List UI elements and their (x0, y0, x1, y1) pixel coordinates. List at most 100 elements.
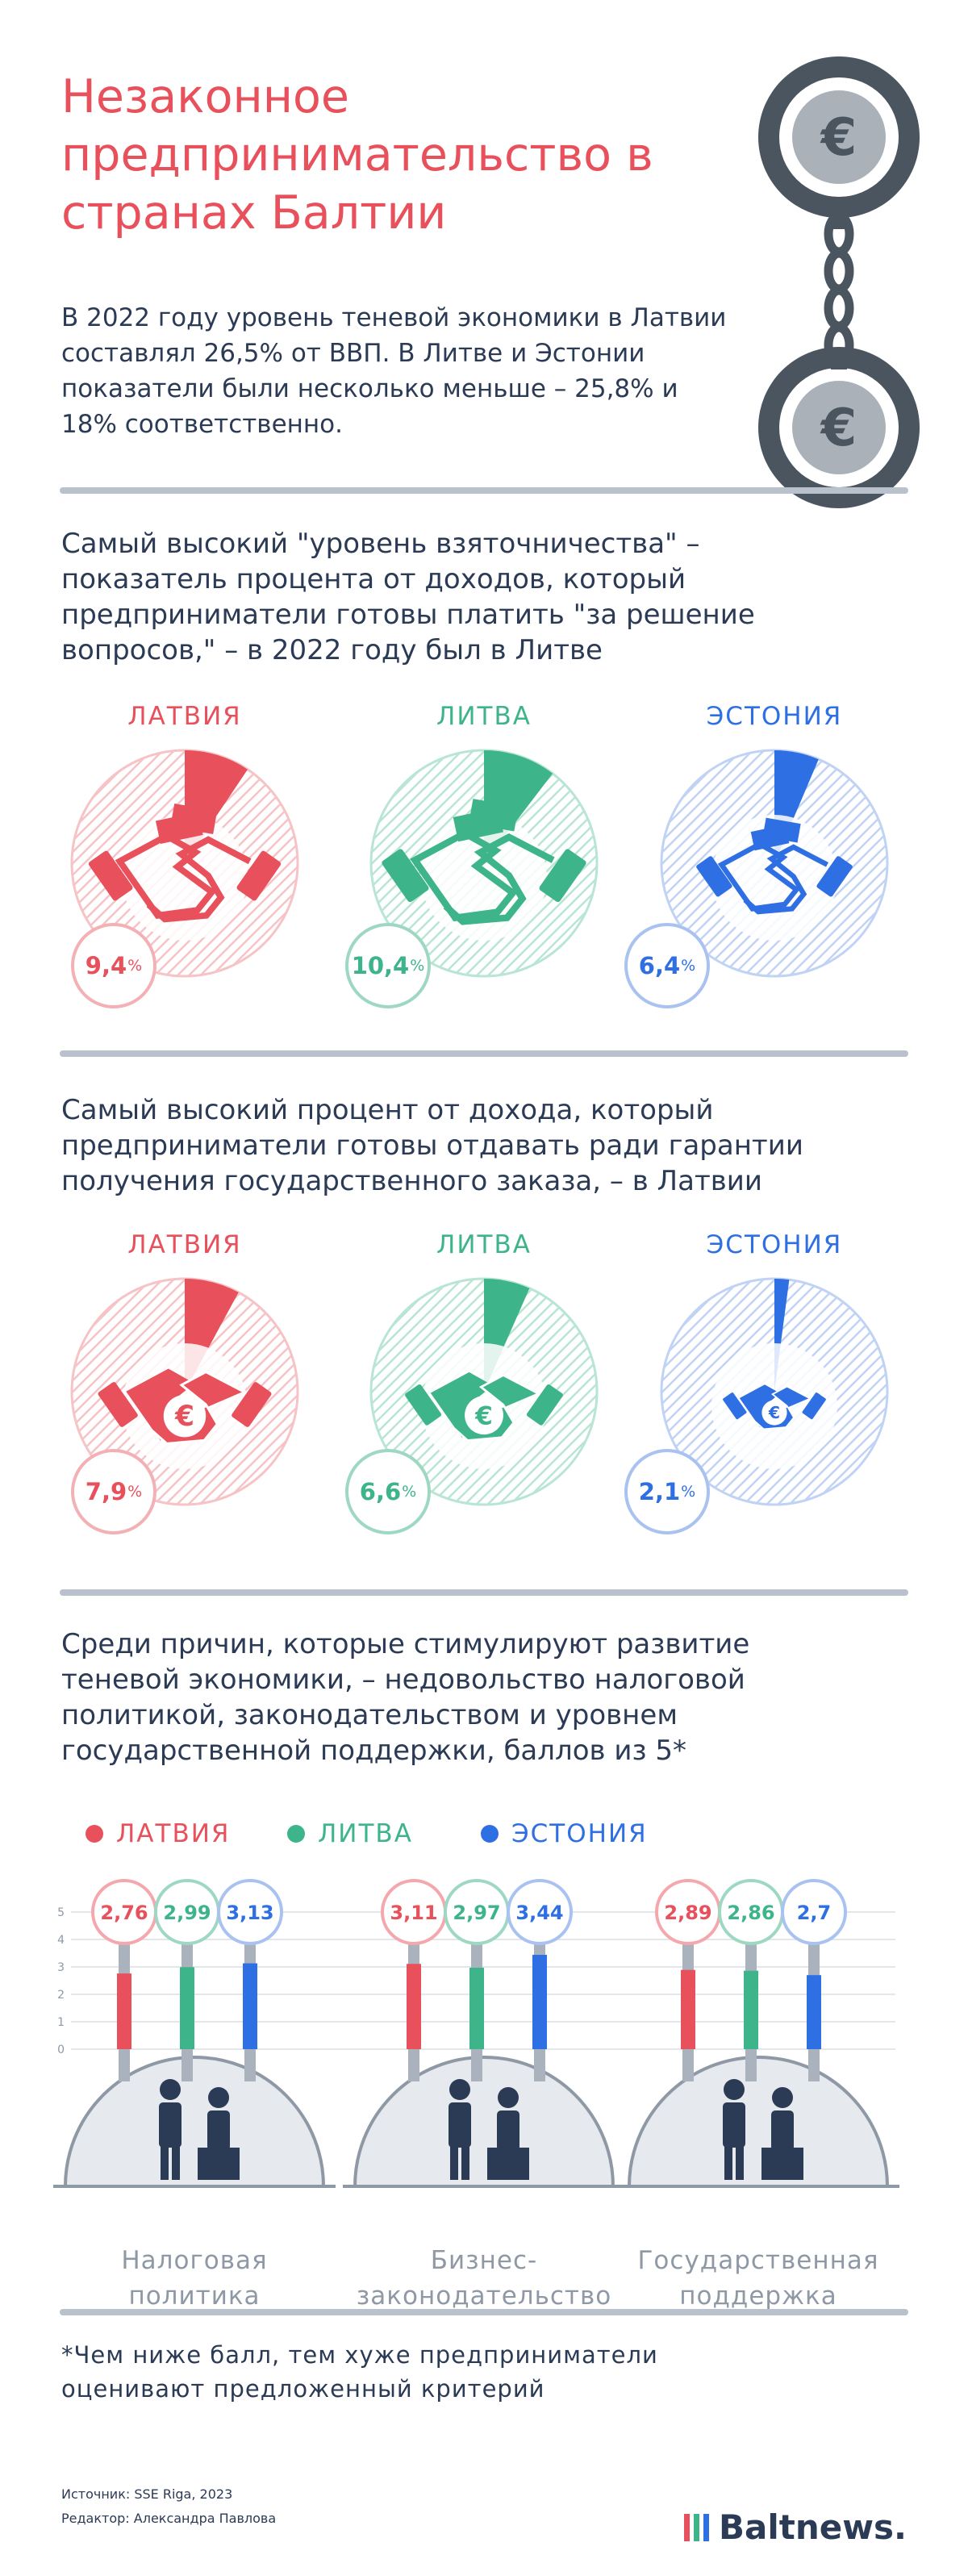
value-badge-lithuania: 6,6% (345, 1449, 431, 1534)
divider (60, 1589, 908, 1596)
handshake-money-icon (382, 799, 586, 925)
pie-estonia-contract: € (660, 1277, 889, 1506)
page-title: Незаконное предпринимательство в странах… (61, 70, 653, 240)
percent-unit: % (681, 957, 696, 975)
category-dome (627, 2056, 890, 2188)
value-lithuania: 10,4 (351, 952, 410, 979)
bar-value-label: 3,13 (226, 1902, 273, 1924)
helping-hand-icon (723, 2079, 803, 2180)
y-tick-label: 4 (57, 1934, 65, 1947)
category-label-line: политика (128, 2282, 261, 2311)
category-dome (63, 2056, 326, 2188)
legend-dot (481, 1825, 499, 1843)
value-latvia: 9,4 (85, 952, 127, 979)
brand-name: Baltnews. (719, 2507, 907, 2547)
pie-latvia-contract: € (70, 1277, 299, 1506)
bar (407, 1964, 421, 2049)
value-badge-latvia: 9,4% (71, 923, 156, 1008)
y-tick-label: 0 (57, 2044, 65, 2056)
intro-text: В 2022 году уровень теневой экономики в … (61, 303, 727, 439)
value-estonia: 2,1 (638, 1478, 681, 1505)
brand-logo: Baltnews. (684, 2507, 907, 2547)
legend-label: ЛИТВА (318, 1819, 413, 1848)
editor-text: Редактор: Александра Павлова (61, 2511, 277, 2526)
bar (807, 1975, 821, 2049)
legend-dot (287, 1825, 305, 1843)
grouped-bar-chart: 0 1 2 3 4 5 2,76 2,99 3,13 3,11 2,97 3,44 2,89 2,86 2,… (53, 1879, 899, 2188)
category-label-line: поддержка (679, 2282, 837, 2311)
category-label-support: Государственная поддержка (613, 2243, 903, 2314)
country-label-latvia: ЛАТВИЯ (127, 702, 242, 731)
percent-unit: % (127, 1483, 143, 1501)
category-label-line: Налоговая (121, 2246, 268, 2275)
bar (180, 1967, 194, 2049)
value-estonia: 6,4 (638, 952, 681, 979)
svg-text:€: € (768, 1403, 780, 1422)
bar-value-label: 2,7 (797, 1902, 832, 1924)
legend-dot (86, 1825, 103, 1843)
category-label-line: Бизнес- (430, 2246, 538, 2275)
value-badge-estonia: 2,1% (624, 1449, 710, 1534)
legend-estonia: ЭСТОНИЯ (481, 1819, 648, 1848)
bar-value-label: 2,99 (163, 1902, 211, 1924)
value-badge-lithuania: 10,4% (345, 923, 431, 1008)
percent-unit: % (127, 957, 143, 975)
country-label-estonia: ЭСТОНИЯ (706, 702, 843, 731)
country-label-latvia: ЛАТВИЯ (127, 1230, 242, 1259)
country-label-lithuania: ЛИТВА (436, 702, 532, 731)
svg-text:€: € (174, 1401, 194, 1433)
bar (532, 1955, 547, 2049)
y-tick-label: 5 (57, 1906, 65, 1919)
handshake-money-icon (696, 817, 853, 915)
percent-unit: % (402, 1483, 417, 1501)
value-lithuania: 6,6 (359, 1478, 402, 1505)
section2-heading: Самый высокий процент от дохода, который… (61, 1094, 803, 1197)
justice-scales-money-bag-icon (449, 2079, 529, 2180)
country-label-estonia: ЭСТОНИЯ (706, 1230, 843, 1259)
bar-value-label: 3,11 (390, 1902, 437, 1924)
country-label-lithuania: ЛИТВА (436, 1230, 532, 1259)
section3-heading: Среди причин, которые стимулируют развит… (61, 1628, 750, 1767)
svg-text:€: € (474, 1401, 493, 1430)
legend-lithuania: ЛИТВА (287, 1819, 413, 1848)
pie-lithuania-contract: € (369, 1277, 599, 1506)
handcuffs-euro-icon: € € (758, 56, 920, 508)
value-latvia: 7,9 (85, 1478, 127, 1505)
y-tick-label: 3 (57, 1961, 65, 1974)
bar-value-label: 2,89 (664, 1902, 711, 1924)
bar-value-label: 3,44 (515, 1902, 563, 1924)
category-label-line: законодательство (356, 2282, 612, 2311)
pie-estonia-bribery (660, 749, 889, 978)
bar (744, 1970, 758, 2049)
bar-value-label: 2,86 (727, 1902, 774, 1924)
bar-value-label: 2,97 (453, 1902, 500, 1924)
category-dome (353, 2056, 615, 2188)
section1-heading: Самый высокий "уровень взяточничества" –… (61, 528, 755, 666)
y-tick-label: 1 (57, 2016, 65, 2029)
category-label-line: Государственная (637, 2246, 879, 2275)
divider (60, 2309, 908, 2315)
handshake-euro-icon: € (723, 1384, 826, 1430)
value-badge-latvia: 7,9% (71, 1449, 156, 1534)
legend-label: ЭСТОНИЯ (511, 1819, 648, 1848)
category-label-law: Бизнес- законодательство (339, 2243, 629, 2314)
pie-latvia-bribery (70, 749, 299, 978)
source-text: Источник: SSE Riga, 2023 (61, 2486, 233, 2502)
bar (469, 1968, 484, 2049)
brand-bars-icon (684, 2513, 710, 2541)
divider (60, 1050, 908, 1057)
value-badge-estonia: 6,4% (624, 923, 710, 1008)
bar-value-label: 2,76 (100, 1902, 148, 1924)
footnote: *Чем ниже балл, тем хуже предприниматели… (61, 2341, 658, 2403)
legend-latvia: ЛАТВИЯ (86, 1819, 230, 1848)
handshake-money-icon (88, 803, 282, 923)
handshake-euro-icon: € (98, 1368, 272, 1446)
pie-lithuania-bribery (369, 749, 599, 978)
bar (681, 1969, 695, 2049)
legend-label: ЛАТВИЯ (116, 1819, 231, 1848)
divider (60, 487, 908, 494)
bar (117, 1973, 131, 2049)
businessman-paperwork-icon (159, 2079, 240, 2180)
category-label-tax: Налоговая политика (49, 2243, 340, 2314)
bar (243, 1963, 257, 2049)
